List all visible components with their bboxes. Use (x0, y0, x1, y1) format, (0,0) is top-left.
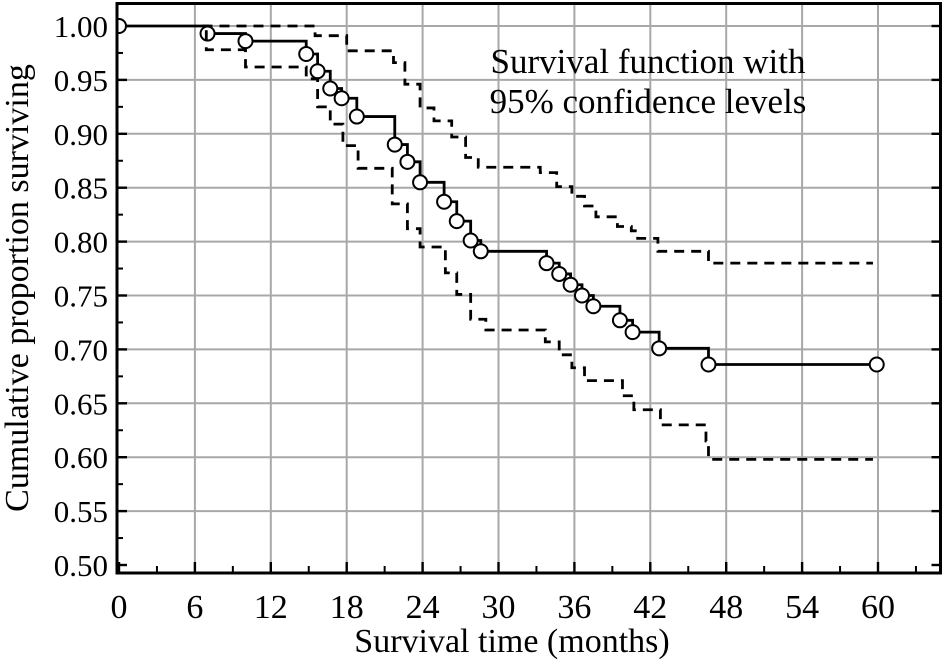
event-marker (472, 243, 489, 260)
x-axis-title: Survival time (months) (354, 623, 669, 660)
curve-lower-95-confidence-limit (204, 30, 873, 461)
y-tick-labels: 0.50 0.55 0.60 0.65 0.70 0.75 0.80 0.85 0.90 0.95… (54, 9, 108, 583)
y-tick-label: 0.70 (54, 332, 108, 367)
y-tick-label: 0.75 (54, 279, 108, 314)
axis-ticks (117, 24, 941, 573)
event-marker (585, 298, 602, 315)
event-marker (573, 287, 590, 304)
x-tick-label: 24 (406, 589, 440, 626)
x-tick-label: 18 (330, 589, 364, 626)
x-tick-label: 36 (557, 589, 591, 626)
event-marker (700, 356, 717, 373)
event-marker (611, 312, 628, 329)
event-marker (412, 174, 429, 191)
y-tick-label: 0.95 (54, 63, 108, 98)
y-tick-label: 0.85 (54, 171, 108, 206)
event-marker (333, 90, 350, 107)
event-marker (237, 33, 254, 50)
annotation-line-2: 95% confidence levels (490, 82, 807, 121)
event-marker (118, 18, 127, 34)
event-marker (551, 265, 568, 282)
y-tick-label: 0.65 (54, 386, 108, 421)
plot-frame (115, 2, 942, 575)
event-marker (624, 324, 641, 341)
y-tick-label: 1.00 (54, 9, 108, 44)
y-tick-label: 0.80 (54, 225, 108, 260)
survival-curves (118, 18, 885, 461)
event-marker (651, 340, 668, 357)
event-marker (868, 356, 885, 373)
x-tick-label: 6 (186, 589, 203, 626)
x-tick-label: 12 (254, 589, 288, 626)
event-marker (309, 63, 326, 80)
x-tick-label: 42 (633, 589, 667, 626)
curve-upper-95-confidence-limit (202, 24, 873, 265)
gridlines (117, 3, 941, 573)
event-marker (348, 108, 365, 125)
y-tick-label: 0.60 (54, 440, 108, 475)
event-marker (462, 232, 479, 249)
y-axis-title: Cumulative proportion surviving (0, 64, 36, 512)
y-tick-label: 0.50 (54, 548, 108, 583)
annotation-line-1: Survival function with (491, 42, 806, 81)
event-marker (322, 80, 339, 97)
y-tick-label: 0.90 (54, 117, 108, 152)
event-marker (448, 213, 465, 230)
x-tick-label: 60 (861, 589, 895, 626)
x-tick-labels: 0 6 12 18 24 30 36 42 48 54 60 (111, 589, 896, 626)
event-marker (562, 276, 579, 293)
event-marker (386, 136, 403, 153)
event-marker (436, 193, 453, 210)
event-marker (538, 255, 555, 272)
event-marker (298, 46, 315, 63)
y-tick-label: 0.55 (54, 494, 108, 529)
x-tick-label: 30 (482, 589, 516, 626)
x-tick-label: 0 (111, 589, 128, 626)
x-tick-label: 54 (785, 589, 819, 626)
event-marker (399, 153, 416, 170)
x-tick-label: 48 (709, 589, 743, 626)
